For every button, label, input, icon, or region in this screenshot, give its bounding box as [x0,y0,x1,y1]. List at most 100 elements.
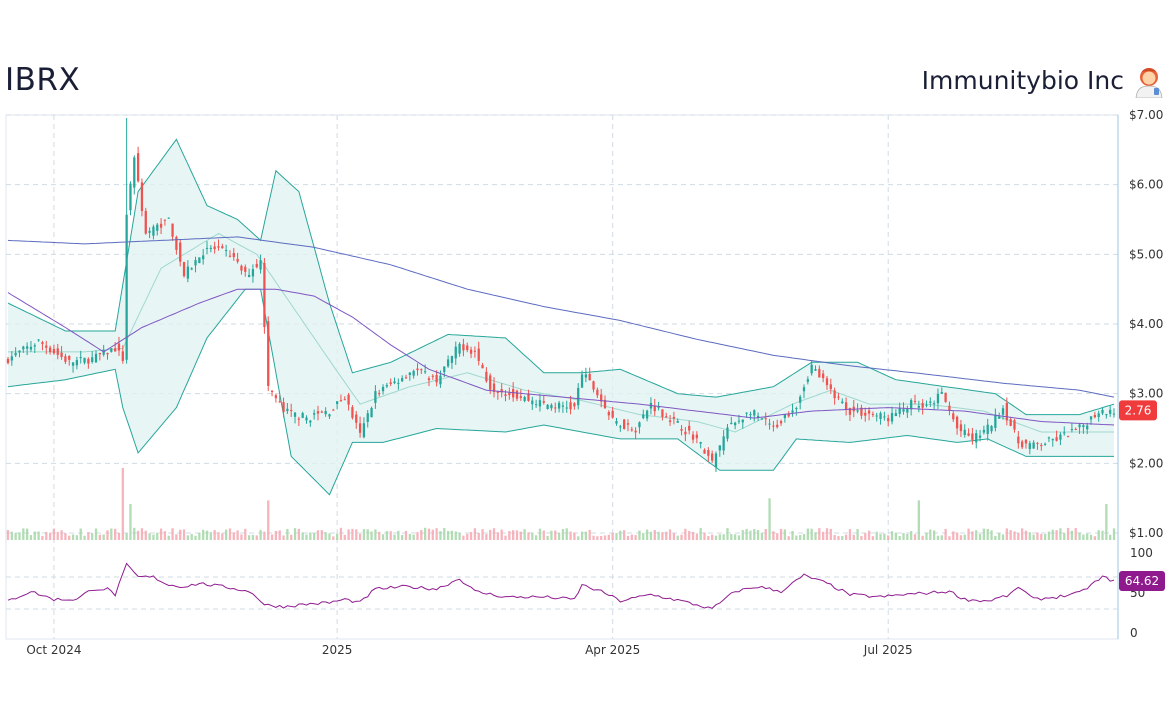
candle-body [404,377,408,379]
candle-body [657,407,660,409]
candle-body [971,433,974,440]
candle-body [286,408,289,412]
candle-body [584,374,588,378]
candle-body [1097,413,1100,418]
volume-bar [293,528,297,540]
volume-bar [466,533,469,540]
volume-bar [1036,532,1039,540]
volume-bar [259,529,262,540]
candle-body [1036,442,1039,444]
volume-bar [83,535,86,540]
volume-bar [577,536,580,540]
volume-bar [1112,528,1116,540]
candle-body [1112,413,1116,415]
volume-bars [6,468,1116,540]
candle-body [783,414,787,419]
candle-body [936,393,940,404]
volume-bar [982,528,986,540]
candle-body [795,408,798,410]
volume-bar [898,535,901,540]
candle-body [603,399,607,409]
candle-body [358,423,362,433]
volume-bar [316,530,320,540]
time-tick-label: Apr 2025 [585,643,640,657]
volume-bar [737,535,741,540]
candle-body [393,381,396,384]
candle-body [347,394,350,405]
volume-bar [733,534,737,540]
volume-bar [871,536,875,540]
volume-bar [623,530,626,540]
candle-body [60,352,63,358]
volume-bar [163,531,167,540]
price-tick-label: $4.00 [1129,317,1163,331]
volume-bar [240,534,243,540]
candle-body [1024,439,1028,444]
volume-bar [975,530,978,540]
volume-bar [217,532,220,540]
volume-bar [1059,528,1062,540]
volume-bar [500,529,503,540]
volume-bar [224,529,228,540]
bollinger-bands [7,138,1115,496]
volume-bar [883,533,886,540]
candle-body [730,422,733,425]
candle-body [519,396,522,398]
volume-bar [573,532,576,540]
candle-body [822,373,825,379]
price-tick-label: $6.00 [1129,178,1163,192]
volume-bar [661,532,664,540]
volume-bar [592,535,595,540]
candle-body [106,352,109,355]
candle-body [1021,441,1024,448]
volume-bar [129,504,132,540]
candle-body [48,347,52,353]
volume-bar [887,535,890,540]
candle-body [994,414,997,428]
candle-body [446,359,450,367]
candle-body [764,418,767,420]
volume-bar [527,532,530,540]
volume-bar [481,529,484,540]
candle-body [129,183,132,211]
volume-bar [776,533,779,540]
candle-body [913,400,917,402]
candle-body [680,429,683,431]
volume-bar [473,528,477,540]
volume-bar [244,528,247,540]
candle-body [25,346,29,349]
candle-body [833,390,836,399]
candle-body [435,374,438,383]
volume-bar [374,529,377,540]
volume-bar [1082,534,1085,540]
volume-bar [829,528,832,540]
candle-body [990,425,993,432]
candle-body [1043,443,1047,445]
volume-bar [554,530,557,540]
candle-body [439,375,442,385]
candle-body [500,389,503,393]
candle-body [875,415,878,417]
volume-bar [1009,530,1012,540]
candle-body [1055,437,1058,441]
volume-bar [110,528,113,540]
volume-bar [335,533,339,540]
candle-body [221,246,224,249]
candle-body [64,356,67,362]
volume-bar [179,529,182,540]
candle-body [205,247,209,249]
candle-body [125,214,128,360]
volume-bar [339,527,343,540]
candle-body [1032,442,1035,449]
candle-body [1017,436,1020,444]
volume-bar [1013,531,1016,540]
volume-bar [799,535,802,540]
volume-bar [967,528,970,540]
volume-bar [672,533,676,540]
volume-bar [523,529,526,540]
volume-bar [818,528,821,540]
value-badges: 2.76 64.62 [1119,400,1165,591]
volume-bar [791,530,794,540]
volume-bar [25,528,29,540]
